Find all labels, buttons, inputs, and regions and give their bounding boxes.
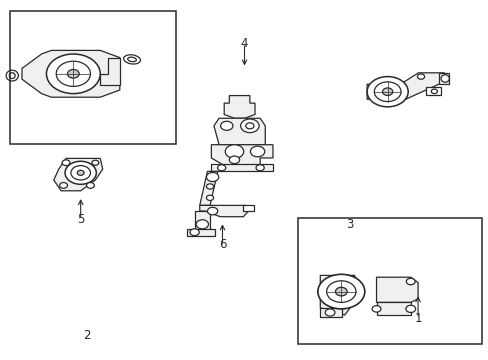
Circle shape (371, 306, 380, 312)
Circle shape (67, 69, 79, 78)
Polygon shape (320, 275, 356, 315)
Ellipse shape (127, 57, 136, 62)
Circle shape (245, 123, 253, 129)
Polygon shape (214, 118, 264, 145)
Bar (211, 165, 272, 171)
Polygon shape (224, 95, 255, 118)
Circle shape (60, 183, 67, 188)
Circle shape (77, 170, 84, 175)
Polygon shape (211, 145, 272, 166)
Polygon shape (376, 302, 410, 315)
Ellipse shape (123, 55, 140, 64)
Circle shape (405, 305, 415, 312)
Circle shape (62, 160, 70, 166)
Circle shape (206, 172, 218, 181)
Polygon shape (194, 211, 210, 230)
Circle shape (417, 74, 424, 79)
Ellipse shape (9, 73, 15, 78)
Circle shape (217, 165, 225, 171)
Circle shape (225, 145, 243, 158)
Text: 3: 3 (345, 219, 353, 231)
Circle shape (206, 184, 213, 189)
Polygon shape (366, 73, 448, 99)
Circle shape (256, 165, 264, 171)
Ellipse shape (440, 75, 448, 82)
Circle shape (406, 278, 414, 285)
Text: 2: 2 (83, 329, 91, 342)
Ellipse shape (6, 70, 18, 81)
Circle shape (317, 274, 364, 309)
Circle shape (240, 119, 259, 132)
Text: 4: 4 (240, 37, 248, 50)
Circle shape (430, 89, 437, 94)
Circle shape (366, 77, 407, 107)
Circle shape (335, 287, 346, 296)
Circle shape (326, 281, 355, 302)
Text: 6: 6 (218, 238, 226, 251)
Circle shape (382, 88, 392, 95)
Circle shape (86, 183, 94, 188)
Circle shape (56, 61, 90, 86)
Polygon shape (22, 50, 120, 97)
Bar (298, 218, 481, 344)
Polygon shape (376, 277, 417, 302)
Polygon shape (243, 205, 253, 211)
Circle shape (229, 156, 239, 163)
Polygon shape (199, 205, 248, 217)
Polygon shape (186, 229, 215, 235)
Polygon shape (438, 73, 448, 84)
Circle shape (207, 207, 217, 215)
Circle shape (373, 82, 400, 102)
Circle shape (190, 229, 199, 236)
Bar (425, 87, 440, 95)
Polygon shape (100, 58, 120, 85)
Bar (10, 11, 176, 144)
Text: 1: 1 (413, 312, 421, 325)
Circle shape (325, 309, 334, 316)
Circle shape (206, 195, 213, 201)
Polygon shape (199, 171, 217, 205)
Polygon shape (320, 308, 342, 317)
Circle shape (65, 161, 96, 184)
Text: 5: 5 (77, 213, 84, 226)
Circle shape (250, 146, 264, 157)
Circle shape (220, 121, 232, 130)
Circle shape (196, 220, 208, 229)
Circle shape (92, 160, 99, 165)
Circle shape (46, 54, 100, 94)
Polygon shape (54, 158, 102, 191)
Circle shape (71, 166, 90, 180)
